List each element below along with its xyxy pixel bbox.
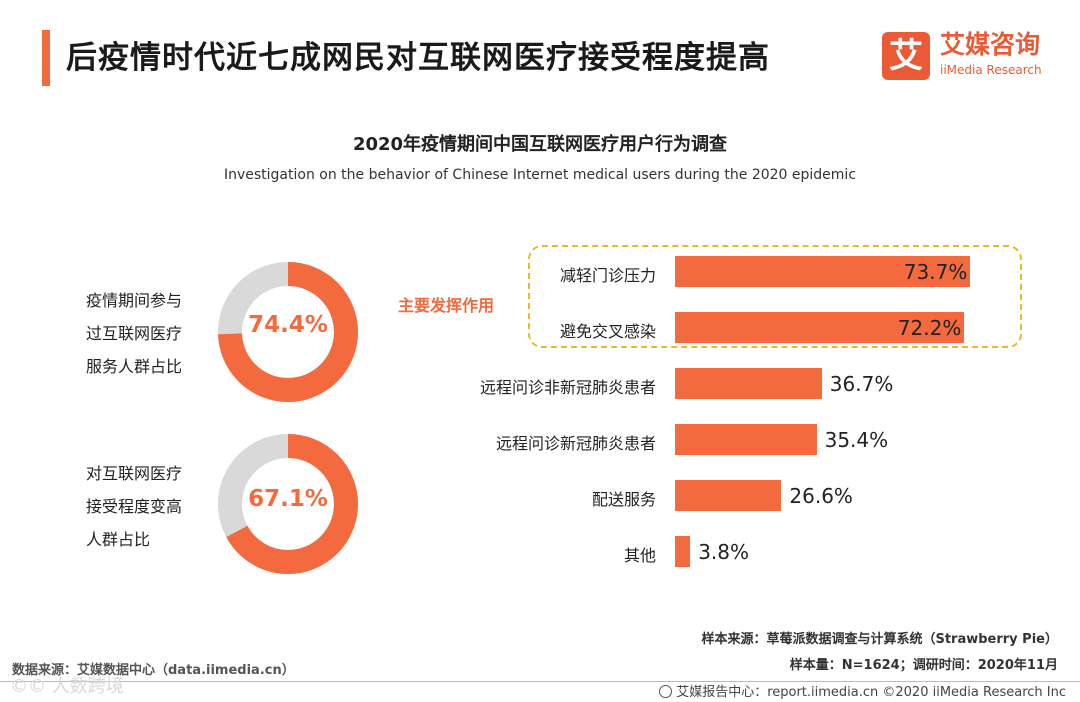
globe-icon bbox=[659, 685, 673, 698]
bar-label: 远程问诊新冠肺炎患者 bbox=[495, 434, 656, 453]
bar-value-label: 36.7% bbox=[829, 372, 894, 396]
donut-2-label: 对互联网医疗 接受程度变高 人群占比 bbox=[86, 457, 182, 556]
title-accent-bar bbox=[42, 30, 50, 86]
donut-1-label-line: 过互联网医疗 bbox=[86, 324, 183, 343]
donut-1-value: 74.4% bbox=[248, 312, 328, 338]
report-center: 艾媒报告中心：report.iimedia.cn ©2020 iiMedia R… bbox=[659, 681, 1066, 700]
logo-mark: 艾 bbox=[882, 32, 930, 80]
bar-value-label: 72.2% bbox=[897, 316, 962, 340]
bar-label: 配送服务 bbox=[591, 490, 656, 509]
bar bbox=[675, 256, 970, 287]
main-effect-label: 主要发挥作用 bbox=[398, 296, 495, 315]
bar-value-label: 3.8% bbox=[698, 540, 749, 564]
bar-label: 减轻门诊压力 bbox=[559, 266, 656, 285]
bar bbox=[675, 480, 782, 511]
bar bbox=[675, 536, 691, 567]
logo-en-text: iiMedia Research bbox=[940, 63, 1042, 77]
bar-label: 远程问诊非新冠肺炎患者 bbox=[479, 378, 656, 397]
watermark: ©© 人数跨境 bbox=[10, 676, 124, 697]
donut-1-label-line: 疫情期间参与 bbox=[86, 291, 183, 310]
data-source: 数据来源：艾媒数据中心（data.iimedia.cn） bbox=[12, 663, 295, 678]
donut-2-label-line: 接受程度变高 bbox=[86, 497, 183, 516]
donut-1-value-arc bbox=[218, 262, 358, 402]
logo-cn-text: 艾媒咨询 bbox=[940, 30, 1041, 59]
donut-2-value: 67.1% bbox=[248, 486, 328, 512]
sample-source: 样本来源：草莓派数据调查与计算系统（Strawberry Pie） bbox=[701, 632, 1058, 647]
bar-label: 其他 bbox=[623, 546, 656, 565]
page-title: 后疫情时代近七成网民对互联网医疗接受程度提高 bbox=[66, 40, 770, 76]
report-center-text: 艾媒报告中心：report.iimedia.cn ©2020 iiMedia R… bbox=[676, 685, 1066, 700]
donut-1-label-line: 服务人群占比 bbox=[86, 357, 183, 376]
donut-1-label: 疫情期间参与 过互联网医疗 服务人群占比 bbox=[86, 284, 182, 383]
donut-2-label-line: 人群占比 bbox=[86, 530, 151, 549]
bar bbox=[675, 424, 817, 455]
donut-2-label-line: 对互联网医疗 bbox=[86, 464, 183, 483]
bar-value-label: 26.6% bbox=[789, 484, 853, 508]
bar bbox=[675, 368, 822, 399]
chart-subtitle: Investigation on the behavior of Chinese… bbox=[223, 167, 857, 183]
bar bbox=[675, 312, 964, 343]
iimedia-logo: 艾 艾媒咨询 iiMedia Research bbox=[882, 30, 1060, 84]
bar-label: 避免交叉感染 bbox=[559, 322, 656, 341]
footer-divider bbox=[0, 681, 1080, 682]
sample-info: 样本量：N=1624；调研时间：2020年11月 bbox=[789, 658, 1058, 673]
bar-value-label: 73.7% bbox=[903, 260, 968, 284]
donut-2-value-arc bbox=[218, 434, 358, 574]
main-effect-highlight-box bbox=[528, 245, 1022, 348]
donut-1-chart bbox=[218, 262, 358, 402]
bar-value-label: 35.4% bbox=[824, 428, 889, 452]
donut-2-chart bbox=[218, 434, 358, 574]
chart-title: 2020年疫情期间中国互联网医疗用户行为调查 bbox=[352, 134, 728, 155]
